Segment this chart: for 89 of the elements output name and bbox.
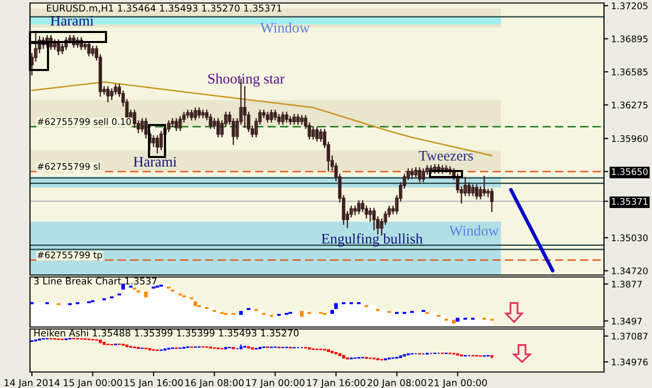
bar [452, 320, 456, 324]
chart-title: Heiken Ashi 1.35488 1.35399 1.35399 1.35493 1.35270 [34, 329, 299, 337]
y-tick-label: 1.35030 [612, 234, 648, 242]
candlestick [156, 134, 160, 154]
candlestick [474, 184, 478, 200]
x-tick-label: 17 Jan 16:00 [307, 379, 366, 388]
candlestick [410, 168, 414, 180]
candlestick [140, 118, 144, 133]
bar [239, 310, 243, 315]
candlestick [273, 109, 277, 121]
candlestick [270, 109, 274, 124]
bar [194, 301, 198, 306]
candlestick [194, 106, 198, 121]
chart-title: EURUSD.m,H1 1.35464 1.35493 1.35270 1.35371 [47, 4, 282, 13]
candlestick [208, 113, 212, 130]
bar [300, 310, 304, 317]
candlestick [372, 207, 376, 231]
candlestick [284, 111, 288, 124]
candlestick [106, 86, 110, 103]
y-tick-label: 1.3497 [612, 318, 642, 325]
x-tick-label: 15 Jan 00:00 [64, 379, 122, 388]
x-tick-label: 21 Jan 00:00 [428, 379, 487, 388]
candlestick [45, 34, 49, 48]
candlestick [292, 113, 296, 126]
candlestick [167, 120, 170, 133]
annotation: Harami [50, 16, 94, 26]
x-tick-label: 20 Jan 08:00 [368, 379, 426, 388]
candlestick [482, 175, 486, 197]
annotation: Engulfing bullish [322, 233, 423, 247]
candlestick [368, 207, 372, 222]
candlestick [178, 115, 182, 132]
candlestick [64, 36, 68, 51]
y-tick-label: 1.37087 [612, 332, 648, 340]
y-tick-label: 1.36275 [612, 102, 648, 108]
candlestick [190, 109, 194, 121]
candlestick [197, 106, 201, 119]
y-tick-label: 1.35371 [612, 198, 648, 205]
candlestick [490, 188, 494, 213]
candlestick [433, 163, 437, 174]
y-tick-label: 1.3877 [612, 280, 642, 288]
annotation: Window [449, 225, 499, 236]
candlestick [152, 134, 156, 148]
y-tick-label: 1.37205 [612, 2, 648, 10]
ref-line-label: #62755799 sl [38, 162, 100, 170]
candlestick [422, 168, 426, 183]
x-tick-label: 17 Jan 00:00 [246, 379, 304, 388]
candlestick [110, 88, 114, 101]
candlestick [277, 113, 281, 126]
candlestick [281, 111, 284, 126]
candlestick [174, 118, 178, 132]
annotation: Window [260, 22, 310, 33]
candlestick [357, 200, 361, 215]
candlestick [186, 109, 190, 119]
y-tick-label: 1.34976 [612, 358, 648, 366]
y-tick-label: 1.34720 [612, 267, 648, 274]
ref-line-label: #62755799 tp [38, 251, 102, 260]
candlestick [312, 126, 315, 140]
candlestick [319, 128, 322, 142]
candlestick [315, 126, 319, 142]
candlestick [414, 166, 418, 179]
x-tick-label: 15 Jan 16:00 [124, 379, 183, 388]
bar [330, 310, 334, 314]
y-tick-label: 1.36895 [612, 35, 648, 42]
candlestick [53, 38, 56, 51]
candlestick [144, 118, 148, 140]
chart-title: 3 Line Break Chart 1.3537 [34, 277, 157, 285]
x-tick-label: 16 Jan 08:00 [186, 379, 244, 388]
annotation: Harami [134, 156, 177, 167]
candlestick [471, 184, 475, 197]
candlestick [87, 40, 91, 57]
bar [121, 284, 125, 290]
x-tick-label: 14 Jan 2014 [4, 379, 60, 388]
bar [334, 303, 338, 310]
candlestick [159, 130, 163, 151]
candlestick [300, 114, 304, 126]
candlestick [436, 163, 440, 174]
candlestick [266, 111, 270, 124]
candlestick [296, 113, 300, 126]
y-tick-label: 1.36585 [612, 68, 648, 76]
annotation: Tweezers [418, 150, 473, 161]
candlestick [216, 118, 220, 138]
candlestick [418, 166, 422, 183]
candlestick [91, 45, 94, 57]
candlestick [76, 36, 80, 48]
annotation: Shooting star [208, 73, 285, 87]
y-tick-label: 1.35960 [612, 135, 648, 142]
ref-line-label: #62755799 sell 0.10 [38, 118, 131, 125]
y-tick-label: 1.35650 [612, 168, 648, 176]
bar [144, 291, 148, 298]
